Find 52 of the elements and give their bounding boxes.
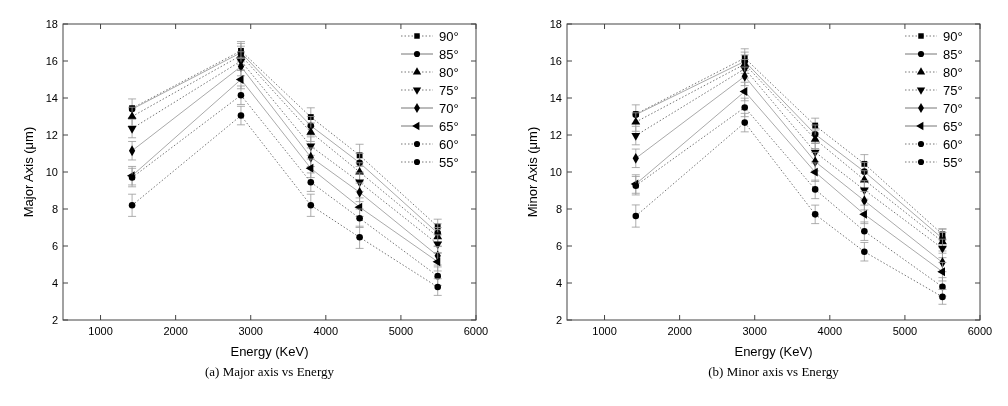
legend-label: 60° bbox=[943, 137, 963, 152]
legend-label: 85° bbox=[439, 47, 459, 62]
text: (a) Major axis vs Energy bbox=[204, 364, 335, 379]
legend-label: 65° bbox=[439, 119, 459, 134]
legend-label: 80° bbox=[943, 65, 963, 80]
y-tick-label: 14 bbox=[549, 92, 562, 104]
x-tick-label: 4000 bbox=[817, 325, 843, 337]
legend-label: 85° bbox=[943, 47, 963, 62]
legend-label: 75° bbox=[439, 83, 459, 98]
x-tick-label: 2000 bbox=[667, 325, 692, 337]
x-tick-label: 6000 bbox=[967, 325, 993, 337]
legend-label: 55° bbox=[439, 155, 459, 170]
legend-label: 60° bbox=[439, 137, 459, 152]
y-tick-label: 10 bbox=[45, 166, 58, 178]
legend-label: 90° bbox=[439, 29, 459, 44]
y-tick-label: 12 bbox=[549, 129, 562, 141]
legend-label: 65° bbox=[943, 119, 963, 134]
x-tick-label: 3000 bbox=[238, 325, 263, 337]
y-tick-label: 12 bbox=[45, 129, 58, 141]
y-tick-label: 4 bbox=[555, 277, 562, 289]
legend-label: 70° bbox=[439, 101, 459, 116]
x-tick-label: 4000 bbox=[313, 325, 339, 337]
legend-label: 80° bbox=[439, 65, 459, 80]
x-tick-label: 1000 bbox=[88, 325, 113, 337]
legend-label: 90° bbox=[943, 29, 963, 44]
y-tick-label: 18 bbox=[549, 18, 562, 30]
text: (b) Minor axis vs Energy bbox=[708, 364, 840, 379]
legend-label: 55° bbox=[943, 155, 963, 170]
x-tick-label: 2000 bbox=[163, 325, 188, 337]
y-tick-label: 10 bbox=[549, 166, 562, 178]
y-tick-label: 16 bbox=[45, 55, 58, 67]
y-tick-label: 4 bbox=[51, 277, 58, 289]
x-tick-label: 1000 bbox=[592, 325, 617, 337]
x-tick-label: 5000 bbox=[388, 325, 414, 337]
y-tick-label: 14 bbox=[45, 92, 58, 104]
y-tick-label: 2 bbox=[555, 314, 562, 326]
legend-label: 70° bbox=[943, 101, 963, 116]
legend-label: 75° bbox=[943, 83, 963, 98]
y-tick-label: 6 bbox=[555, 240, 562, 252]
x-tick-label: 6000 bbox=[463, 325, 489, 337]
y-axis-title: Minor Axis (μm) bbox=[525, 126, 540, 218]
y-tick-label: 8 bbox=[555, 203, 562, 215]
y-tick-label: 16 bbox=[549, 55, 562, 67]
x-axis-title: Energy (KeV) bbox=[230, 344, 309, 359]
x-tick-label: 3000 bbox=[742, 325, 767, 337]
y-tick-label: 2 bbox=[51, 314, 58, 326]
x-axis-title: Energy (KeV) bbox=[734, 344, 813, 359]
y-tick-label: 8 bbox=[51, 203, 58, 215]
y-axis-title: Major Axis (μm) bbox=[21, 126, 36, 218]
y-tick-label: 18 bbox=[45, 18, 58, 30]
x-tick-label: 5000 bbox=[892, 325, 918, 337]
y-tick-label: 6 bbox=[51, 240, 58, 252]
